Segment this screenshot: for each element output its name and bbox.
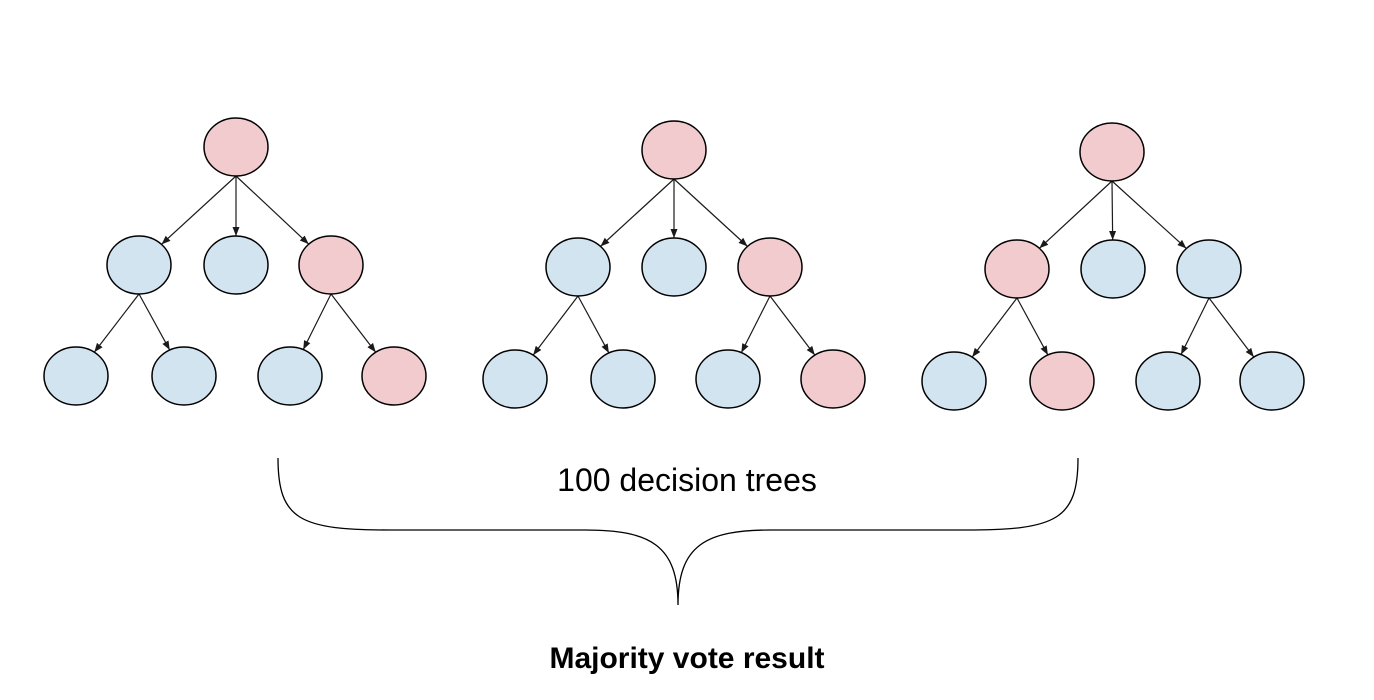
tree-edge-arrow (1111, 180, 1187, 249)
tree-edge-arrow (1208, 297, 1255, 358)
internal-node-pink (737, 237, 803, 297)
leaf-node-blue (43, 346, 109, 406)
tree-edge-arrow (532, 295, 579, 356)
tree-edge-arrow (1038, 180, 1113, 249)
root-node-pink (1079, 122, 1145, 182)
leaf-node-blue (257, 346, 323, 406)
leaf-node-blue (921, 351, 987, 411)
tree-edge-arrow (1016, 297, 1049, 356)
leaf-node-blue (151, 346, 217, 406)
internal-node-blue (641, 237, 707, 297)
tree-edge-arrow (1109, 180, 1117, 241)
leaf-node-pink (1029, 351, 1095, 411)
internal-node-blue (1176, 239, 1242, 299)
internal-node-pink (984, 239, 1050, 299)
internal-node-blue (545, 237, 611, 297)
leaf-node-blue (1239, 351, 1305, 411)
leaf-node-blue (1135, 351, 1201, 411)
tree-2 (482, 120, 866, 409)
internal-node-blue (203, 235, 269, 295)
internal-node-blue (1080, 239, 1146, 299)
tree-edge-arrow (138, 293, 171, 351)
root-node-pink (641, 120, 707, 180)
curly-brace (277, 457, 1079, 606)
tree-1 (43, 117, 427, 406)
root-node-pink (203, 117, 269, 177)
tree-3 (921, 122, 1305, 411)
leaf-node-blue (482, 349, 548, 409)
tree-edge-arrow (577, 295, 610, 354)
internal-node-pink (298, 235, 364, 295)
tree-edge-arrow (235, 175, 310, 245)
tree-edge-arrow (740, 295, 771, 353)
leaf-node-pink (361, 346, 427, 406)
leaf-node-pink (800, 349, 866, 409)
tree-edge-arrow (330, 293, 377, 353)
tree-edge-arrow (971, 297, 1018, 358)
leaf-node-blue (695, 349, 761, 409)
tree-edge-arrow (302, 293, 332, 350)
leaf-node-blue (590, 349, 656, 409)
trees-group (43, 117, 1305, 411)
tree-edge-arrow (769, 295, 816, 356)
tree-edge-arrow (600, 178, 675, 247)
internal-node-blue (106, 235, 172, 295)
tree-edge-arrow (161, 175, 237, 245)
tree-edge-arrow (93, 293, 140, 353)
tree-edge-arrow (673, 178, 748, 247)
majority-vote-label: Majority vote result (549, 642, 825, 675)
trees-count-label: 100 decision trees (557, 462, 817, 498)
tree-edge-arrow (1180, 297, 1210, 355)
